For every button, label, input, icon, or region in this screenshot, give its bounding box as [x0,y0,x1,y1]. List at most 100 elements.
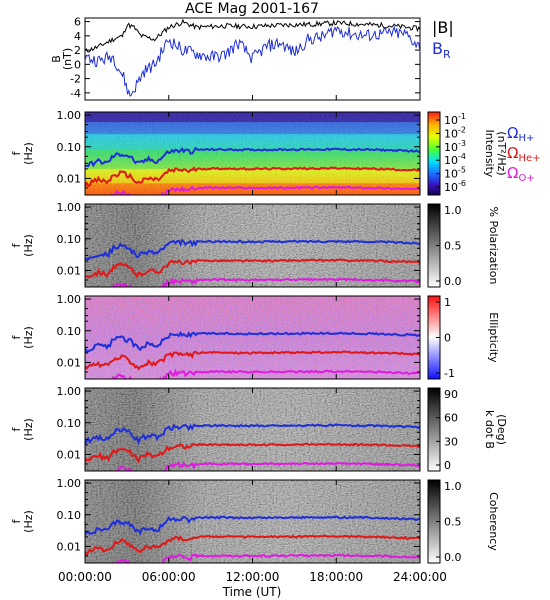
ellipticity-colorbar-label: Ellipticity [487,312,500,363]
x-tick-label: 06:00:00 [142,570,196,584]
bfield-ylabel: B [50,55,63,63]
bfield-ytick-label: -4 [70,87,81,100]
legend-he-sym: Ω [507,144,518,162]
intensity-ylabel: f [10,150,23,155]
ellipticity-colorbar-tick-label: 0 [444,332,451,345]
intensity-texture [85,112,420,195]
polarization-panel: 1.00 0.10 0.01 f (Hz) 1.0 0.5 0.0 % Polarization [10,201,500,288]
kdotb-colorbar-label: k dot B [483,410,496,449]
intensity-panel: 1.000.100.01f (Hz)10-110-210-310-410-510-… [10,109,508,196]
ellipticity-colorbar-tick-label: 1 [444,296,451,309]
legend-o-sub: O+ [518,173,534,184]
x-tick-label: 18:00:00 [309,570,363,584]
coherency-colorbar-tick-label: 1.0 [444,480,462,493]
polarization-colorbar-tick-label: 1.0 [444,204,462,217]
polarization-colorbar-label: % Polarization [487,207,500,285]
legend-h-sub: H+ [518,133,534,144]
gyro-he-line [85,166,420,188]
legend-br-sub: R [443,48,451,61]
kdotb-colorbar-unit: (Deg) [495,414,508,445]
intensity-colorbar-tick-label: 10-6 [444,179,466,194]
kdotb-ylabel: f [10,426,23,431]
gyro-h-line [85,515,420,536]
intensity-ytick-label: 0.10 [57,141,82,154]
ellipticity-yunit: (Hz) [22,326,35,349]
polarization-yunit: (Hz) [22,234,35,257]
bfield-series [84,18,421,97]
ellipticity-ylabel: f [10,334,23,339]
gyro-o-line [110,185,420,195]
kdotb-colorbar-tick-label: 30 [444,435,458,448]
legend-br: BR [432,39,451,61]
intensity-colorbar [427,111,441,196]
gyro-o-line [111,368,420,379]
legend-h-sym: Ω [507,124,518,142]
bfield-ytick-label: -2 [70,73,81,86]
legend-bmag: |B| [432,18,454,37]
ellipticity-colorbar-tick-label: -1 [444,367,455,380]
intensity-colorbar-tick-exp: -1 [458,112,466,121]
gyro-he-line [85,258,420,279]
bfield-yunit: (nT) [61,48,74,70]
kdotb-colorbar-tick-label: 60 [444,412,458,425]
polarization-colorbar-tick-label: 0.0 [444,275,462,288]
bfield-ytick-label: 6 [74,16,81,29]
polarization-colorbar-tick-label: 0.5 [444,240,462,253]
coherency-ytick-label: 0.01 [57,540,82,553]
x-axis-label: Time (UT) [222,585,282,599]
polarization-ytick-label: 0.10 [57,233,82,246]
legend-h: ΩH+ [507,124,534,144]
polarization-gyro-lines [85,238,420,287]
kdotb-ytick-label: 0.01 [57,448,82,461]
spectral-panels: 1.000.100.01f (Hz)10-110-210-310-410-510-… [10,109,508,564]
gyro-o-line [98,461,420,471]
coherency-colorbar-tick-label: 0.0 [444,551,462,564]
coherency-colorbar-tick-label: 0.5 [444,516,462,529]
kdotb-colorbar-tick-label: 0 [444,459,451,472]
polarization-ytick-label: 1.00 [57,201,82,214]
gyro-o-line [111,277,420,287]
coherency-yunit: (Hz) [22,510,35,533]
gyro-he-line [85,350,420,371]
bmag-line [84,18,421,53]
intensity-ytick-label: 0.01 [57,172,82,185]
ellipticity-ytick-label: 1.00 [57,293,82,306]
legend-br-main: B [432,39,443,58]
kdotb-gyro-lines [85,423,420,471]
kdotb-panel: 1.00 0.10 0.01 f (Hz) 90 60 30 0 k dot B (Deg) [10,385,508,472]
gyro-he-line [85,534,420,556]
kdotb-texture [85,388,420,471]
legend-he: ΩHe+ [507,144,541,164]
kdotb-yunit: (Hz) [22,418,35,441]
intensity-colorbar-label: Intensity [483,130,496,178]
ellipticity-panel: 1.00 0.10 0.01 f (Hz) 1 0 -1 Ellipticity [10,293,500,380]
coherency-ytick-label: 0.10 [57,509,82,522]
figure-title: ACE Mag 2001-167 [185,1,319,17]
legend-o: ΩO+ [507,164,535,184]
ellipticity-texture [85,296,420,379]
gyro-legend: ΩH+ ΩHe+ ΩO+ [507,124,541,184]
gyro-h-line [85,238,420,261]
intensity-colorbar-tick-exp: -3 [458,139,466,148]
coherency-colorbar-label: Coherency [487,492,500,551]
x-axis: 00:00:00 06:00:00 12:00:00 18:00:00 24:00:00 [58,570,447,584]
intensity-colorbar-tick-exp: -6 [458,179,466,188]
coherency-panel: 1.00 0.10 0.01 f (Hz) 1.0 0.5 0.0 Coherency [10,477,500,564]
kdotb-ytick-label: 1.00 [57,385,82,398]
gyro-h-line [85,330,420,353]
polarization-ytick-label: 0.01 [57,264,82,277]
x-tick-label: 00:00:00 [58,570,112,584]
ellipticity-ytick-label: 0.10 [57,325,82,338]
kdotb-ytick-label: 0.10 [57,417,82,430]
coherency-gyro-lines [85,515,420,563]
bfield-ytick-label: 4 [74,30,81,43]
intensity-ytick-label: 1.00 [57,109,82,122]
legend-he-sub: He+ [518,153,540,164]
kdotb-colorbar [427,387,441,472]
kdotb-colorbar-tick-label: 90 [444,388,458,401]
intensity-colorbar-unit: (nT²/Hz) [495,131,508,175]
polarization-ylabel: f [10,242,23,247]
